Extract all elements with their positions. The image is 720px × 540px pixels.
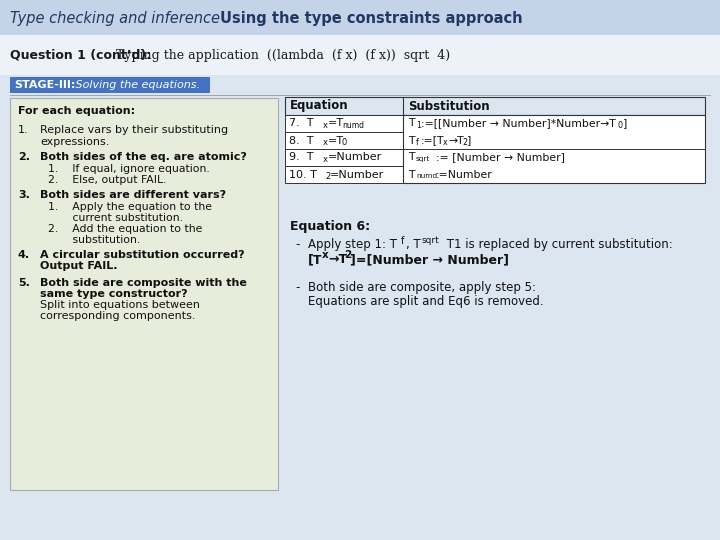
Text: ]: ] <box>623 118 627 129</box>
Text: 3.: 3. <box>18 190 30 200</box>
Text: =Number: =Number <box>328 152 382 163</box>
Text: Solving the equations.: Solving the equations. <box>72 80 200 90</box>
Text: -: - <box>295 238 300 251</box>
Text: =T: =T <box>328 118 344 129</box>
Text: Apply step 1: T: Apply step 1: T <box>308 238 397 251</box>
Text: corresponding components.: corresponding components. <box>40 311 196 321</box>
Text: expressions.: expressions. <box>40 137 109 147</box>
Text: 5.: 5. <box>18 278 30 288</box>
Text: A circular substitution occurred?: A circular substitution occurred? <box>40 250 245 260</box>
Text: sqrt: sqrt <box>416 157 431 163</box>
Text: ]: ] <box>467 136 472 145</box>
Text: Equation 6:: Equation 6: <box>290 220 370 233</box>
Text: numd: numd <box>416 173 437 179</box>
Text: 2: 2 <box>462 138 467 147</box>
Text: 1: 1 <box>416 121 421 130</box>
Bar <box>0 0 720 35</box>
Text: 0: 0 <box>618 121 623 130</box>
Text: T: T <box>408 152 415 163</box>
Text: 2.    Add the equation to the: 2. Add the equation to the <box>48 224 202 234</box>
Text: T: T <box>408 118 415 129</box>
Text: T1 is replaced by current substitution:: T1 is replaced by current substitution: <box>443 238 672 251</box>
Text: Using the type constraints approach: Using the type constraints approach <box>220 10 523 25</box>
Text: =Number: =Number <box>330 170 384 179</box>
Text: Both sides of the eq. are atomic?: Both sides of the eq. are atomic? <box>40 152 247 162</box>
Bar <box>285 132 403 149</box>
Bar <box>285 149 403 166</box>
Text: Output FAIL.: Output FAIL. <box>40 261 117 271</box>
Text: T: T <box>408 170 415 179</box>
Text: 2.    Else, output FAIL.: 2. Else, output FAIL. <box>48 175 166 185</box>
Text: x: x <box>323 155 328 164</box>
Text: current substitution.: current substitution. <box>48 213 183 223</box>
Bar <box>285 115 403 132</box>
Text: 7.  T: 7. T <box>289 118 313 129</box>
Text: :=[T: :=[T <box>421 136 444 145</box>
Text: numd: numd <box>342 121 364 130</box>
Bar <box>0 35 720 75</box>
Text: →T: →T <box>448 136 464 145</box>
Text: x: x <box>322 250 329 260</box>
Text: Equation: Equation <box>290 99 348 112</box>
Bar <box>285 166 403 183</box>
Text: Substitution: Substitution <box>408 99 490 112</box>
Text: substitution.: substitution. <box>48 235 140 245</box>
Text: 1.: 1. <box>18 125 29 135</box>
Text: := [Number → Number]: := [Number → Number] <box>436 152 565 163</box>
Text: sqrt: sqrt <box>422 236 440 245</box>
Text: 10. T: 10. T <box>289 170 317 179</box>
Text: Both side are composite, apply step 5:: Both side are composite, apply step 5: <box>308 281 536 294</box>
Text: f: f <box>401 236 405 246</box>
Text: Equations are split and Eq6 is removed.: Equations are split and Eq6 is removed. <box>308 295 544 308</box>
Text: Replace vars by their substituting: Replace vars by their substituting <box>40 125 228 135</box>
Text: 2.: 2. <box>18 152 30 162</box>
Text: 2: 2 <box>344 250 351 260</box>
Text: 1.    If equal, ignore equation.: 1. If equal, ignore equation. <box>48 164 210 174</box>
Text: Typing the application  ((lambda  (f x)  (f x))  sqrt  4): Typing the application ((lambda (f x) (f… <box>108 49 450 62</box>
Text: f: f <box>416 138 419 147</box>
Bar <box>285 97 705 115</box>
Bar <box>10 98 278 490</box>
Text: 1.    Apply the equation to the: 1. Apply the equation to the <box>48 202 212 212</box>
Text: =T: =T <box>328 136 344 145</box>
Text: 4.: 4. <box>18 250 30 260</box>
Text: STAGE-III:: STAGE-III: <box>14 80 76 90</box>
Text: :=Number: :=Number <box>436 170 492 179</box>
Text: Both side are composite with the: Both side are composite with the <box>40 278 247 288</box>
Text: 2: 2 <box>325 172 330 181</box>
Text: x: x <box>323 138 328 147</box>
Text: Both sides are different vars?: Both sides are different vars? <box>40 190 226 200</box>
Text: →T: →T <box>328 253 347 266</box>
Text: x: x <box>323 121 328 130</box>
Bar <box>10 77 210 93</box>
Text: Type checking and inference: Type checking and inference <box>10 10 220 25</box>
Text: 9.  T: 9. T <box>289 152 313 163</box>
Text: same type constructor?: same type constructor? <box>40 289 188 299</box>
Text: , T: , T <box>406 238 420 251</box>
Text: T: T <box>408 136 415 145</box>
Text: For each equation:: For each equation: <box>18 106 135 116</box>
Text: Question 1 (cont’d):: Question 1 (cont’d): <box>10 49 151 62</box>
Text: -: - <box>295 281 300 294</box>
Text: ]=[Number → Number]: ]=[Number → Number] <box>350 253 509 266</box>
Text: 8.  T: 8. T <box>289 136 313 145</box>
Text: :=[[Number → Number]*Number→T: :=[[Number → Number]*Number→T <box>421 118 616 129</box>
Text: [T: [T <box>308 253 323 266</box>
Text: Split into equations between: Split into equations between <box>40 300 200 310</box>
Bar <box>403 115 705 183</box>
Text: x: x <box>443 138 448 147</box>
Text: 0: 0 <box>342 138 347 147</box>
